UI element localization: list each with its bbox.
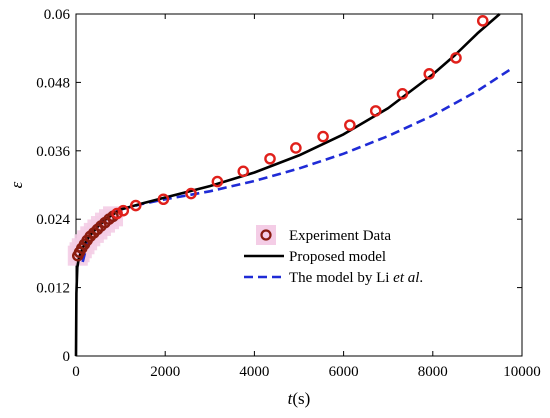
- data-marks: [67, 13, 514, 357]
- experiment-point: [344, 119, 356, 131]
- experiment-point: [396, 88, 409, 100]
- legend-item-proposed: Proposed model: [244, 249, 386, 265]
- y-tick-label: 0.06: [44, 7, 71, 23]
- y-tick-label: 0.012: [36, 281, 70, 297]
- y-tick-label: 0.036: [36, 144, 70, 160]
- experiment-point: [423, 68, 436, 80]
- legend-label-proposed: Proposed model: [289, 249, 386, 265]
- legend-label-experiment: Experiment Data: [289, 228, 391, 244]
- plot-area: [75, 13, 523, 357]
- legend-label-li: The model by Li et al.: [289, 270, 423, 286]
- legend-item-li: The model by Li et al.: [244, 270, 423, 286]
- axis-ticks: 0 2000 4000 6000 8000 10000 0 0.012 0.024 0.036 0.…: [36, 7, 541, 380]
- experiment-point: [117, 204, 130, 217]
- experiment-point: [369, 105, 382, 117]
- experiment-point: [157, 193, 170, 206]
- experiment-point: [264, 152, 276, 165]
- x-tick-label: 2000: [150, 364, 180, 380]
- experiment-point: [129, 199, 142, 212]
- experiment-point: [111, 207, 123, 220]
- x-tick-label: 0: [72, 364, 80, 380]
- legend-marker-background: [256, 225, 276, 245]
- experiment-point: [450, 52, 462, 64]
- y-axis-title: ε: [7, 181, 26, 188]
- plot-frame: [75, 13, 523, 357]
- experiment-point: [185, 187, 197, 200]
- experiment-point: [211, 175, 224, 188]
- x-tick-label: 8000: [418, 364, 448, 380]
- x-tick-label: 6000: [329, 364, 359, 380]
- y-tick-label: 0.048: [36, 75, 70, 91]
- legend-marker-experiment: [260, 229, 272, 241]
- series-proposed-model-line: [74, 13, 501, 357]
- experiment-point: [290, 142, 302, 154]
- legend-item-experiment: Experiment Data: [256, 225, 391, 245]
- legend: Experiment Data Proposed model The model…: [244, 225, 423, 286]
- x-tick-label: 4000: [239, 364, 269, 380]
- experiment-point: [317, 130, 329, 143]
- experiment-point: [476, 15, 489, 27]
- x-axis-title: t(s): [288, 389, 311, 408]
- y-tick-label: 0: [63, 349, 71, 365]
- x-tick-label: 10000: [503, 364, 541, 380]
- y-tick-label: 0.024: [36, 212, 70, 228]
- experiment-point: [237, 165, 250, 178]
